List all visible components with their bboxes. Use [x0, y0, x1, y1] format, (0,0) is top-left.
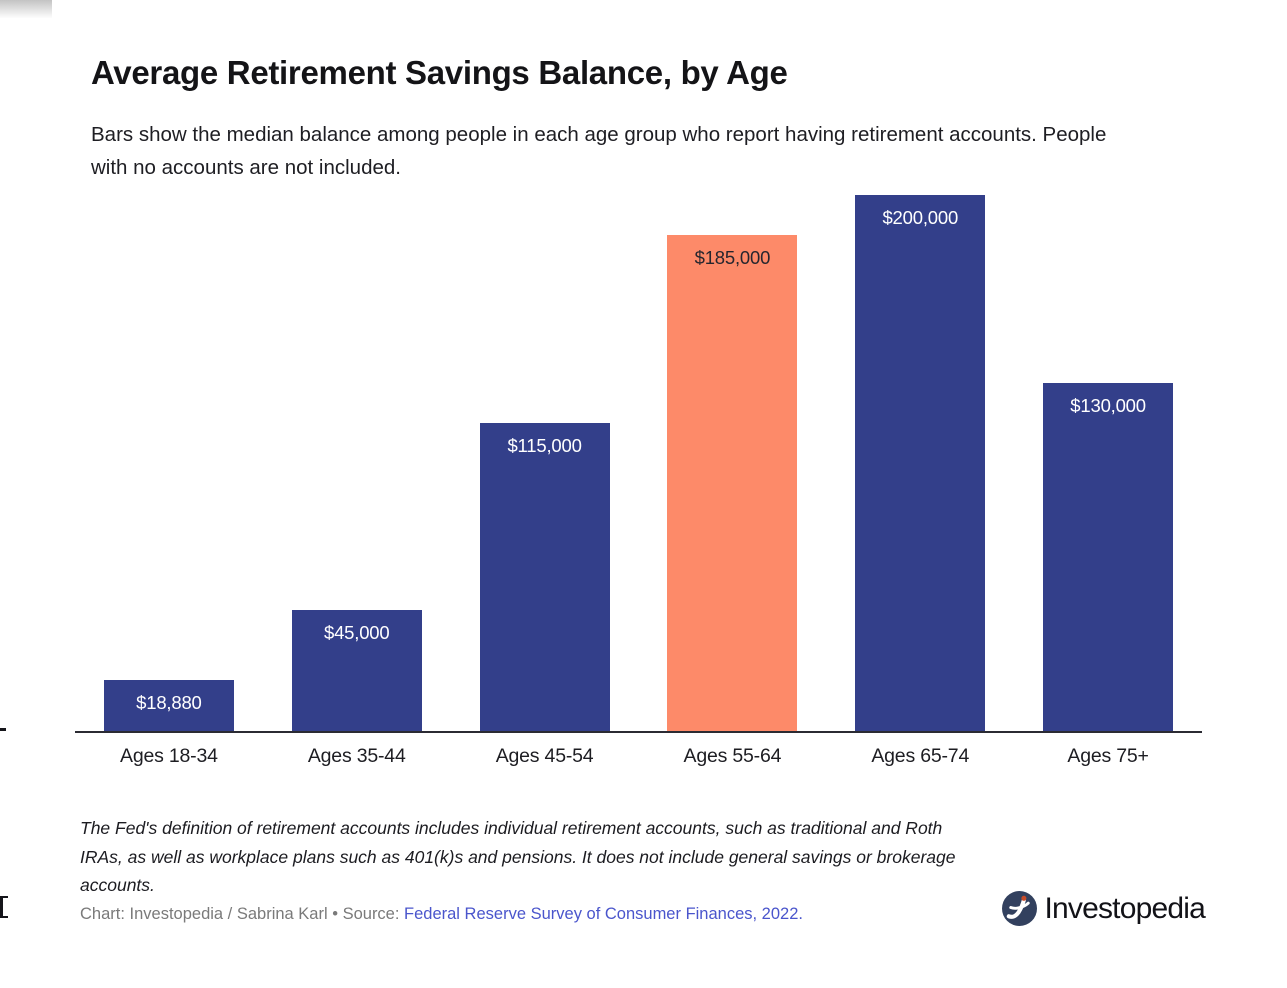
credit-line: Chart: Investopedia / Sabrina Karl • Sou… [80, 905, 803, 924]
x-axis-label: Ages 35-44 [307, 745, 406, 767]
chart-footnote: The Fed's definition of retirement accou… [80, 818, 956, 896]
x-axis-label: Ages 75+ [1067, 745, 1149, 767]
bar-value-label: $200,000 [882, 207, 959, 228]
screen-edge-artifact [0, 0, 52, 18]
investopedia-logo-text: Investopedia [1044, 891, 1205, 925]
bar: $45,000 [291, 610, 422, 731]
page-title: Average Retirement Savings Balance, by A… [91, 54, 788, 91]
bar: $115,000 [479, 422, 610, 731]
source-link[interactable]: Federal Reserve Survey of Consumer Finan… [404, 905, 803, 923]
bar-value-label: $130,000 [1070, 394, 1146, 416]
x-axis-label: Ages 45-54 [495, 745, 594, 767]
bar-chart: $18,880 Ages 18-34 $45,000 Ages 35-44 $115,0… [75, 190, 1202, 767]
bar-value-label: $185,000 [694, 247, 771, 269]
x-axis-line [75, 731, 1202, 733]
bar: $200,000 [855, 195, 986, 731]
x-axis-label: Ages 65-74 [871, 745, 970, 767]
investopedia-logo-icon [1002, 891, 1038, 926]
screen-edge-artifact [0, 728, 6, 731]
bar-value-label: $115,000 [507, 434, 582, 456]
bar: $18,880 [103, 680, 234, 731]
bar: $185,000 [667, 235, 798, 731]
bar-value-label: $18,880 [136, 692, 202, 714]
screen-edge-artifact [0, 896, 8, 918]
chart-subtitle: Bars show the median balance among peopl… [91, 123, 1107, 180]
x-axis-label: Ages 18-34 [120, 745, 218, 767]
credit-prefix: Chart: Investopedia / Sabrina Karl • Sou… [80, 905, 405, 923]
bar: $130,000 [1043, 382, 1174, 731]
x-axis-label: Ages 55-64 [683, 745, 782, 767]
bar-value-label: $45,000 [324, 622, 390, 644]
investopedia-logo: Investopedia [1002, 891, 1206, 926]
